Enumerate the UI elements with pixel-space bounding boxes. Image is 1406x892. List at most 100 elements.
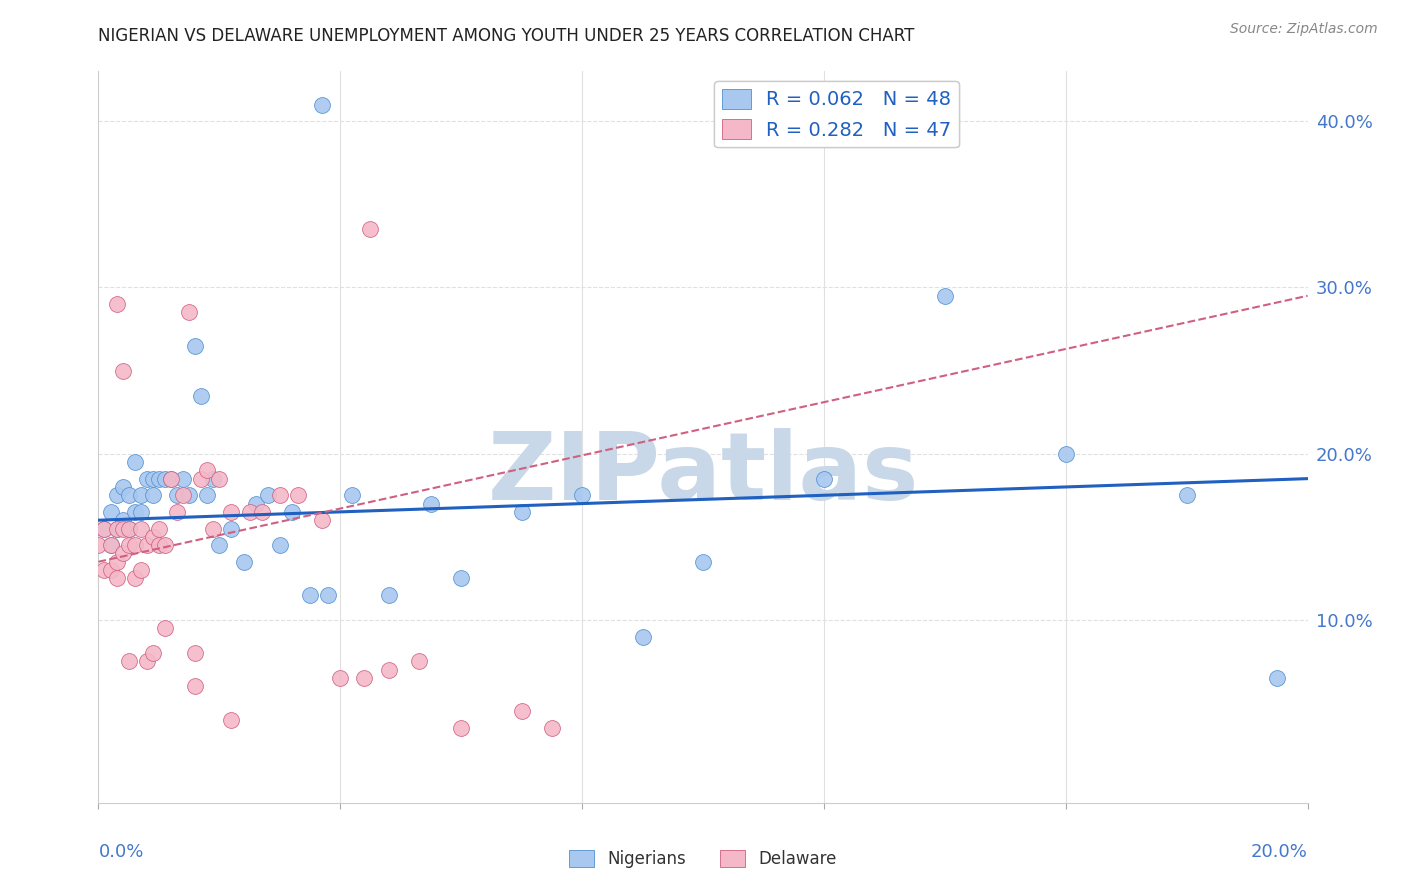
Point (118, 655, 141, 669)
Point (311, 513, 333, 527)
Point (153, 538, 176, 552)
Text: 20.0%: 20.0% (1251, 843, 1308, 861)
Point (160, 472, 183, 486)
Point (353, 671, 375, 685)
Point (153, 621, 176, 635)
Point (124, 571, 146, 585)
Point (540, 721, 562, 735)
Point (148, 472, 170, 486)
Text: NIGERIAN VS DELAWARE UNEMPLOYMENT AMONG YOUTH UNDER 25 YEARS CORRELATION CHART: NIGERIAN VS DELAWARE UNEMPLOYMENT AMONG … (98, 27, 915, 45)
Point (269, 538, 291, 552)
Point (377, 588, 399, 602)
Point (166, 505, 188, 519)
Point (510, 705, 533, 719)
Point (202, 521, 225, 535)
Point (100, 538, 122, 552)
Point (221, 521, 243, 535)
Point (281, 505, 304, 519)
Point (129, 488, 152, 502)
Point (142, 530, 165, 544)
Text: ZIPatlas: ZIPatlas (488, 427, 918, 520)
Point (124, 505, 146, 519)
Point (153, 472, 176, 486)
Point (256, 488, 278, 502)
Point (377, 663, 399, 677)
Point (111, 513, 134, 527)
Point (202, 472, 225, 486)
Point (148, 521, 170, 535)
Point (316, 588, 339, 602)
Point (184, 338, 207, 352)
Point (135, 538, 157, 552)
Point (1175, 488, 1198, 502)
Point (208, 538, 231, 552)
Point (166, 488, 188, 502)
Text: Source: ZipAtlas.com: Source: ZipAtlas.com (1230, 22, 1378, 37)
Point (135, 655, 157, 669)
Point (172, 488, 194, 502)
Point (221, 713, 243, 727)
Point (111, 521, 134, 535)
Point (148, 538, 170, 552)
Point (118, 488, 141, 502)
Point (93, 563, 115, 577)
Point (105, 521, 128, 535)
Point (105, 297, 128, 311)
Point (934, 289, 956, 303)
Legend: R = 0.062   N = 48, R = 0.282   N = 47: R = 0.062 N = 48, R = 0.282 N = 47 (714, 81, 959, 147)
Point (269, 488, 291, 502)
Point (93, 521, 115, 535)
Point (221, 505, 243, 519)
Point (450, 571, 472, 585)
Point (111, 363, 134, 377)
Point (245, 497, 267, 511)
Point (124, 455, 146, 469)
Point (571, 488, 593, 502)
Point (342, 488, 364, 502)
Point (239, 505, 262, 519)
Point (179, 305, 201, 319)
Point (100, 563, 122, 577)
Point (299, 588, 322, 602)
Point (813, 472, 835, 486)
Point (142, 472, 165, 486)
Point (190, 388, 212, 402)
Text: 0.0%: 0.0% (98, 843, 143, 861)
Point (118, 521, 141, 535)
Point (124, 538, 146, 552)
Point (311, 97, 333, 112)
Point (420, 497, 443, 511)
Point (287, 488, 309, 502)
Point (195, 488, 218, 502)
Point (111, 546, 134, 560)
Point (190, 472, 212, 486)
Point (118, 521, 141, 535)
Point (184, 680, 207, 694)
Point (510, 505, 533, 519)
Point (692, 555, 714, 569)
Point (1267, 671, 1289, 685)
Point (135, 472, 157, 486)
Point (129, 521, 152, 535)
Point (329, 671, 352, 685)
Point (105, 555, 128, 569)
Point (93, 521, 115, 535)
Point (172, 472, 194, 486)
Point (195, 463, 218, 477)
Point (129, 563, 152, 577)
Point (1054, 447, 1077, 461)
Legend: Nigerians, Delaware: Nigerians, Delaware (562, 843, 844, 875)
Point (100, 538, 122, 552)
Point (360, 222, 382, 236)
Point (142, 646, 165, 660)
Point (118, 538, 141, 552)
Point (250, 505, 273, 519)
Point (111, 480, 134, 494)
Point (142, 488, 165, 502)
Point (129, 505, 152, 519)
Point (105, 488, 128, 502)
Point (160, 472, 183, 486)
Point (100, 505, 122, 519)
Point (87, 538, 110, 552)
Point (179, 488, 201, 502)
